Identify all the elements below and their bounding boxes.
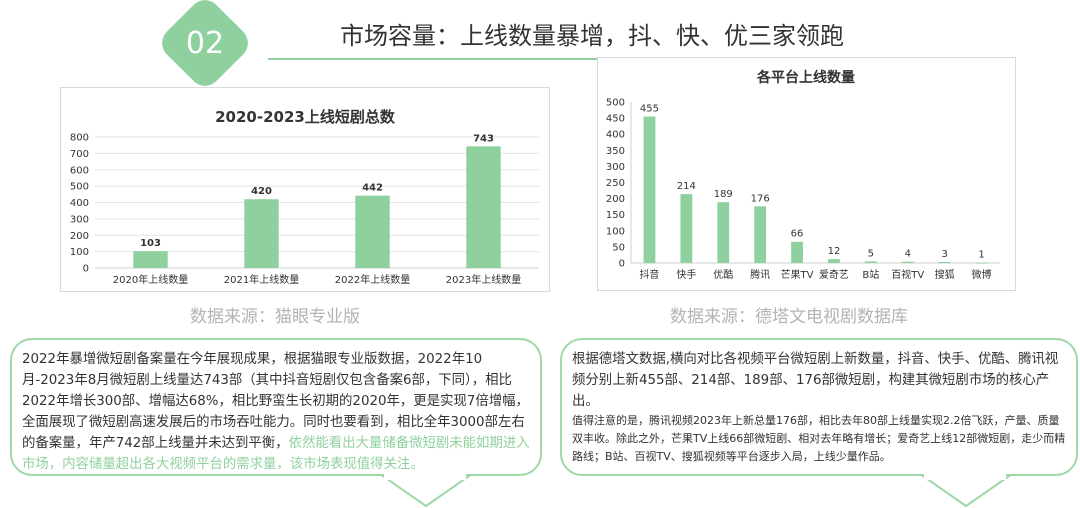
left-analysis-main: 2022年暴增微短剧备案量在今年展现成果，根据猫眼专业版数据，2022年10月-…: [22, 352, 529, 451]
data-label: 103: [140, 238, 161, 249]
left-analysis-text: 2022年暴增微短剧备案量在今年展现成果，根据猫眼专业版数据，2022年10月-…: [22, 349, 530, 475]
right-analysis-detail: 值得注意的是，腾讯视频2023年上新总量176部，相比去年80部上线量实现2.2…: [572, 414, 1066, 463]
y-tick-label: 150: [606, 210, 625, 221]
category-label: 2023年上线数量: [446, 273, 521, 286]
category-label: 2022年上线数量: [335, 273, 410, 286]
data-label: 1: [978, 250, 984, 261]
right-analysis-main: 根据德塔文数据,横向对比各视频平台微短剧上新数量，抖音、快手、优酷、腾讯视频分别…: [572, 352, 1059, 409]
bar: [901, 261, 914, 263]
bar: [717, 202, 730, 263]
y-tick-label: 100: [70, 247, 89, 258]
left-text-bubble: 2022年暴增微短剧备案量在今年展现成果，根据猫眼专业版数据，2022年10月-…: [10, 338, 542, 476]
category-label: 百视TV: [891, 268, 924, 281]
left-data-source: 数据来源：猫眼专业版: [190, 307, 360, 327]
y-tick-label: 300: [70, 214, 89, 225]
y-tick-label: 400: [606, 130, 625, 141]
y-tick-label: 700: [70, 149, 89, 160]
data-label: 4: [905, 249, 911, 260]
platform-count-chart-svg: 各平台上线数量 0 50 100 150 200 250 300 350 400 450 500 455…: [606, 69, 1000, 281]
y-tick-label: 200: [606, 194, 625, 205]
category-label: 腾讯: [750, 268, 770, 281]
data-label: 442: [362, 183, 383, 194]
data-label: 420: [251, 186, 272, 197]
bar: [975, 262, 988, 264]
y-tick-label: 300: [606, 162, 625, 173]
y-tick-label: 350: [606, 146, 625, 157]
data-label: 5: [868, 248, 874, 259]
y-tick-label: 500: [606, 98, 625, 109]
category-label: 爱奇艺: [819, 268, 849, 281]
left-analysis-highlight: 依然能看出大量储备微短剧未能如期进入市场，内容储量超出各大视频平台的需求量，该市…: [22, 436, 530, 472]
bar: [466, 146, 501, 268]
y-tick-label: 800: [70, 133, 89, 144]
category-label: 抖音: [639, 268, 659, 281]
bar: [680, 194, 693, 263]
y-tick-label: 200: [70, 231, 89, 242]
chart-title: 2020-2023上线短剧总数: [215, 108, 396, 126]
data-label: 189: [714, 189, 733, 200]
data-label: 214: [677, 181, 696, 192]
category-label: 芒果TV: [781, 268, 814, 281]
data-label: 743: [473, 133, 494, 144]
bar: [244, 199, 279, 268]
y-tick-label: 500: [70, 182, 89, 193]
category-label: 2020年上线数量: [113, 273, 188, 286]
y-tick-label: 100: [606, 226, 625, 237]
data-label: 176: [751, 193, 770, 204]
right-bubble-tail: [920, 473, 1013, 508]
y-tick-label: 600: [70, 165, 89, 176]
bar: [355, 195, 390, 268]
y-tick-label: 450: [606, 114, 625, 125]
y-tick-label: 400: [70, 198, 89, 209]
platform-count-chart: 各平台上线数量 0 50 100 150 200 250 300 350 400 450 500 455…: [597, 57, 1016, 291]
category-label: B站: [862, 268, 879, 281]
category-label: 2021年上线数量: [224, 273, 299, 286]
category-label: 搜狐: [935, 268, 955, 281]
bar: [828, 259, 840, 263]
right-text-bubble: 根据德塔文数据,横向对比各视频平台微短剧上新数量，抖音、快手、优酷、腾讯视频分别…: [560, 338, 1078, 476]
data-label: 66: [791, 229, 804, 240]
yearly-total-chart: 2020-2023上线短剧总数 0 100 200 300 400 500 600 700 800…: [60, 87, 550, 292]
data-label: 455: [640, 103, 659, 114]
yearly-total-chart-svg: 2020-2023上线短剧总数 0 100 200 300 400 500 600 700 800…: [70, 108, 539, 286]
data-label: 3: [941, 249, 947, 260]
left-tail-cover: [384, 470, 466, 480]
category-label: 快手: [676, 268, 696, 281]
data-label: 12: [828, 246, 841, 257]
bar: [938, 262, 951, 263]
chart-title: 各平台上线数量: [756, 69, 855, 86]
y-tick-label: 50: [612, 242, 625, 253]
bar: [791, 241, 803, 263]
y-tick-label: 0: [83, 264, 89, 275]
y-tick-label: 0: [619, 259, 625, 270]
y-tick-label: 250: [606, 178, 625, 189]
right-data-source: 数据来源：德塔文电视剧数据库: [670, 307, 908, 327]
category-label: 微博: [972, 268, 992, 281]
category-label: 优酷: [713, 268, 733, 281]
bar: [864, 261, 877, 263]
bar: [643, 116, 656, 263]
bar: [754, 206, 767, 263]
section-number: 02: [185, 25, 225, 61]
bar: [133, 251, 168, 268]
left-bubble-tail: [380, 473, 473, 508]
right-tail-cover: [924, 470, 1006, 480]
slide-title: 市场容量：上线数量暴增，抖、快、优三家领跑: [340, 22, 844, 50]
